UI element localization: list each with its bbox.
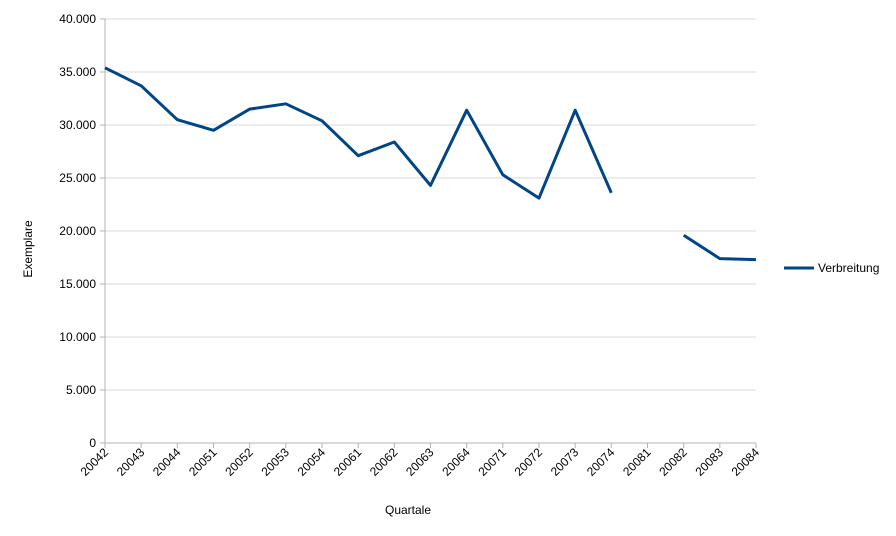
x-tick-label: 20051	[186, 445, 220, 479]
x-tick-label: 20081	[620, 445, 654, 479]
y-tick-label: 30.000	[59, 118, 96, 132]
x-tick-label: 20084	[729, 445, 763, 479]
y-tick-label: 20.000	[59, 224, 96, 238]
legend-label-verbreitung: Verbreitung	[818, 261, 879, 275]
y-tick-label: 40.000	[59, 12, 96, 26]
gridlines	[105, 18, 756, 391]
x-tick-label: 20083	[692, 445, 726, 479]
x-tick-label: 20082	[656, 445, 690, 479]
x-tick-label: 20063	[403, 445, 437, 479]
series-lines	[104, 66, 757, 262]
y-axis-ticks: 0 5.000 10.000 15.000 20.000 25.000 30.000 35.0…	[59, 12, 96, 450]
y-axis-title: Exemplare	[21, 220, 35, 278]
legend: Verbreitung	[784, 261, 879, 275]
axes	[100, 18, 757, 448]
x-tick-label: 20074	[584, 445, 618, 479]
x-tick-label: 20073	[548, 445, 582, 479]
y-tick-label: 35.000	[59, 65, 96, 79]
y-tick-label: 15.000	[59, 277, 96, 291]
x-tick-label: 20042	[78, 445, 112, 479]
x-tick-label: 20071	[475, 445, 509, 479]
x-tick-label: 20062	[367, 445, 401, 479]
y-tick-label: 5.000	[66, 383, 96, 397]
x-tick-label: 20044	[150, 445, 184, 479]
x-tick-label: 20072	[512, 445, 546, 479]
y-tick-label: 10.000	[59, 330, 96, 344]
x-tick-label: 20043	[114, 445, 148, 479]
x-tick-label: 20052	[222, 445, 256, 479]
x-tick-label: 20053	[258, 445, 292, 479]
x-axis-ticks: 20042 20043 20044 20051 20052 20053 20054 20061…	[78, 445, 763, 479]
x-tick-label: 20054	[295, 445, 329, 479]
x-tick-label: 20061	[331, 445, 365, 479]
x-tick-label: 20064	[439, 445, 473, 479]
y-tick-label: 0	[89, 436, 96, 450]
y-tick-label: 25.000	[59, 171, 96, 185]
series-line-verbreitung	[682, 233, 757, 262]
x-axis-title: Quartale	[385, 503, 431, 517]
series-line-verbreitung	[104, 66, 613, 200]
